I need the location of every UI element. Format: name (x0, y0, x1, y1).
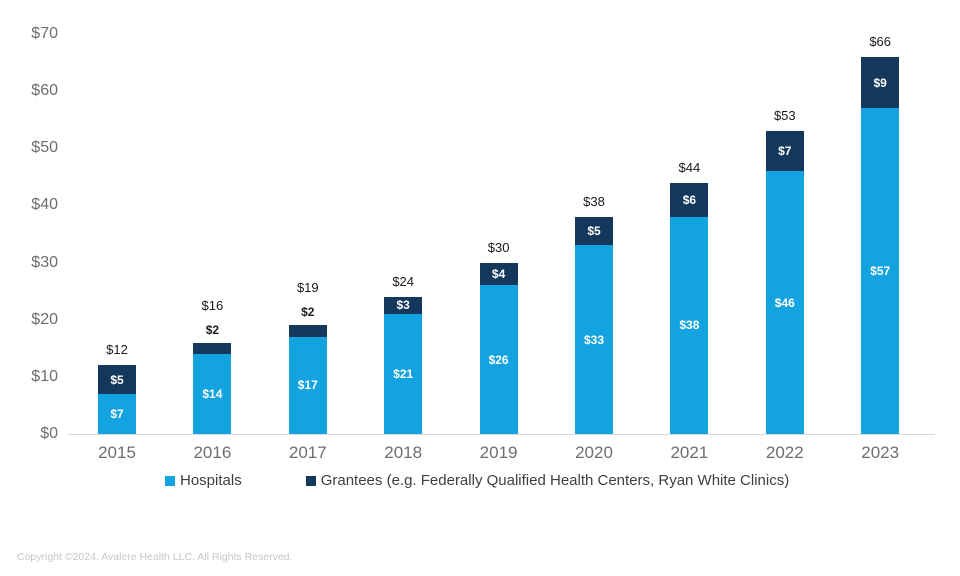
bar-segment-grantees-2021: $6 (670, 182, 709, 217)
y-axis-label: $30 (31, 253, 58, 271)
y-axis-label: $10 (31, 367, 58, 385)
bar-total-label: $16 (201, 297, 224, 313)
x-axis-label-2015: 2015 (98, 443, 136, 462)
legend: Hospitals Grantees (e.g. Federally Quali… (165, 472, 789, 490)
bar-segment-grantees-2023: $9 (861, 56, 900, 109)
bar-segment-grantees-2020: $5 (575, 216, 613, 246)
bar-total-label: $44 (678, 159, 701, 175)
legend-swatch-grantees-icon (305, 476, 316, 486)
bar-segment-hospitals-2017: $17 (288, 336, 327, 434)
legend-label-hospitals: Hospitals (180, 472, 242, 489)
y-axis-label: $60 (31, 82, 58, 100)
bar-value-label-grantees: $4 (491, 266, 506, 281)
y-axis-label: $40 (31, 196, 58, 214)
x-axis-label-2023: 2023 (861, 443, 900, 462)
bar-value-label-hospitals: $21 (393, 367, 414, 381)
x-axis-label-2016: 2016 (193, 443, 232, 462)
bar-segment-grantees-2019: $4 (479, 262, 518, 286)
bar-segment-hospitals-2020: $33 (575, 245, 613, 434)
y-axis-label: $0 (40, 425, 58, 442)
bar-value-label-grantees: $2 (205, 322, 220, 337)
bar-value-label-hospitals: $33 (583, 332, 605, 347)
bar-value-label-hospitals: $57 (870, 264, 891, 279)
bar-total-label: $30 (487, 239, 510, 255)
bar-segment-grantees-2016 (193, 342, 232, 354)
bar-segment-hospitals-2018: $21 (384, 314, 423, 434)
bar-segment-grantees-2017 (288, 325, 327, 337)
bar-segment-grantees-2022: $7 (765, 131, 804, 172)
bar-value-label-hospitals: $38 (679, 318, 700, 333)
y-axis-label: $70 (31, 25, 58, 42)
bar-segment-hospitals-2019: $26 (479, 285, 518, 434)
x-axis-baseline (68, 434, 935, 435)
bar-segment-hospitals-2023: $57 (861, 108, 900, 434)
bar-total-label: $38 (583, 193, 605, 209)
x-axis-label-2022: 2022 (765, 443, 804, 462)
footer-copyright: Copyright ©2024. Avalere Health LLC. All… (17, 551, 293, 563)
x-axis-label-2018: 2018 (384, 443, 423, 462)
bar-total-label: $53 (773, 108, 796, 124)
bar-value-label-hospitals: $26 (488, 352, 509, 367)
y-axis-label: $50 (31, 139, 58, 157)
bar-value-label-grantees: $2 (301, 305, 315, 320)
bar-value-label-hospitals: $17 (297, 378, 318, 393)
bar-segment-hospitals-2021: $38 (670, 216, 709, 434)
bar-segment-grantees-2015: $5 (98, 365, 136, 394)
bar-total-label: $24 (392, 273, 415, 289)
legend-item-grantees: Grantees (e.g. Federally Qualified Healt… (305, 472, 790, 490)
x-axis-label-2019: 2019 (479, 443, 518, 462)
bar-value-label-grantees: $3 (396, 298, 410, 313)
legend-item-hospitals: Hospitals (165, 472, 242, 490)
bar-segment-hospitals-2015: $7 (98, 394, 136, 434)
bar-segment-hospitals-2022: $46 (765, 171, 804, 434)
x-axis-label-2020: 2020 (575, 443, 613, 462)
bar-value-label-grantees: $6 (682, 192, 697, 207)
x-axis-label-2017: 2017 (288, 443, 327, 462)
bar-value-label-grantees: $5 (110, 372, 124, 387)
bar-value-label-hospitals: $7 (110, 407, 124, 421)
bar-total-label: $66 (869, 33, 892, 49)
bar-value-label-hospitals: $46 (774, 295, 795, 310)
bar-total-label: $19 (296, 280, 319, 296)
y-axis-label: $20 (31, 310, 58, 328)
bar-value-label-grantees: $7 (778, 144, 792, 159)
bar-segment-hospitals-2016: $14 (193, 354, 232, 434)
x-axis-label-2021: 2021 (670, 443, 709, 462)
bar-total-label: $12 (106, 342, 128, 358)
bar-value-label-grantees: $9 (873, 75, 887, 90)
bar-value-label-hospitals: $14 (202, 387, 223, 401)
bar-value-label-grantees: $5 (587, 224, 601, 239)
legend-label-grantees: Grantees (e.g. Federally Qualified Healt… (320, 472, 790, 489)
bar-segment-grantees-2018: $3 (384, 296, 423, 314)
legend-swatch-hospitals-icon (165, 476, 175, 486)
